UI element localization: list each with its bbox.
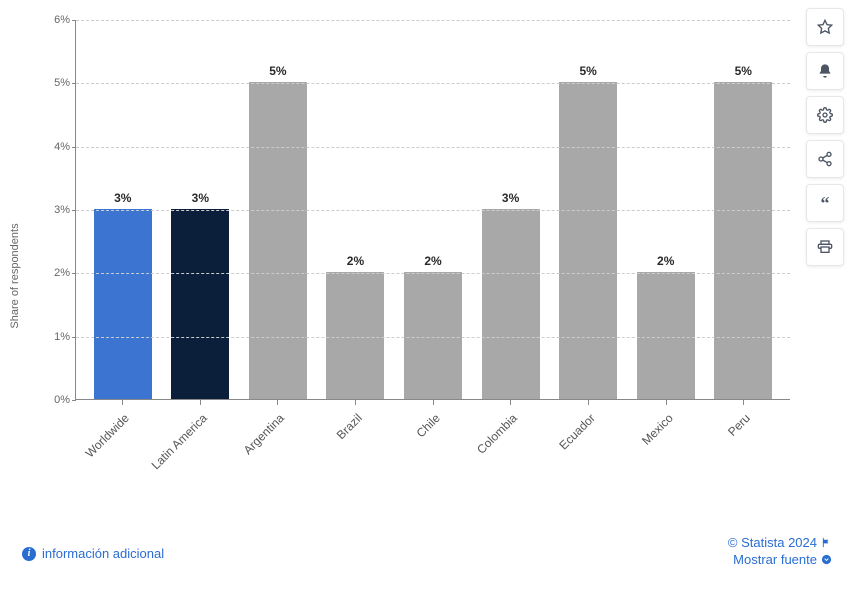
x-tick-mark bbox=[200, 400, 201, 405]
bell-icon bbox=[817, 63, 833, 79]
bar-value-label: 3% bbox=[192, 191, 209, 205]
bar-value-label: 3% bbox=[114, 191, 131, 205]
y-tick-label: 1% bbox=[38, 331, 70, 343]
gridline bbox=[76, 337, 790, 338]
x-tick-mark bbox=[122, 400, 123, 405]
show-source-link[interactable]: Mostrar fuente bbox=[728, 552, 832, 567]
quote-icon: “ bbox=[821, 194, 830, 212]
cite-button[interactable]: “ bbox=[806, 184, 844, 222]
additional-info-link[interactable]: i información adicional bbox=[22, 546, 164, 561]
x-axis-label: Latin America bbox=[161, 405, 239, 495]
gridline bbox=[76, 273, 790, 274]
plot-area: 3%3%5%2%2%3%5%2%5% 0%1%2%3%4%5%6% bbox=[75, 20, 790, 400]
star-icon bbox=[817, 19, 833, 35]
y-tick-mark bbox=[72, 210, 76, 211]
y-tick-label: 5% bbox=[38, 77, 70, 89]
chart-container: Share of respondents 3%3%5%2%2%3%5%2%5% … bbox=[20, 10, 800, 530]
notify-button[interactable] bbox=[806, 52, 844, 90]
gridline bbox=[76, 83, 790, 84]
y-tick-label: 6% bbox=[38, 14, 70, 26]
chevron-down-icon bbox=[821, 554, 832, 565]
flag-icon bbox=[821, 537, 832, 548]
bar-value-label: 2% bbox=[657, 254, 674, 268]
share-button[interactable] bbox=[806, 140, 844, 178]
bar-value-label: 5% bbox=[269, 64, 286, 78]
y-tick-mark bbox=[72, 83, 76, 84]
y-tick-label: 4% bbox=[38, 141, 70, 153]
y-tick-label: 0% bbox=[38, 394, 70, 406]
bar[interactable] bbox=[94, 209, 152, 399]
attribution-line[interactable]: © Statista 2024 bbox=[728, 535, 832, 550]
x-axis-label: Ecuador bbox=[549, 405, 627, 495]
bar[interactable] bbox=[714, 82, 772, 399]
bar[interactable] bbox=[249, 82, 307, 399]
favorite-button[interactable] bbox=[806, 8, 844, 46]
y-tick-mark bbox=[72, 400, 76, 401]
x-tick-mark bbox=[588, 400, 589, 405]
bar-value-label: 5% bbox=[579, 64, 596, 78]
y-tick-mark bbox=[72, 147, 76, 148]
bar-value-label: 3% bbox=[502, 191, 519, 205]
bar[interactable] bbox=[559, 82, 617, 399]
bar-value-label: 2% bbox=[424, 254, 441, 268]
footer-attribution: © Statista 2024 Mostrar fuente bbox=[728, 533, 832, 567]
y-tick-mark bbox=[72, 20, 76, 21]
bar-value-label: 5% bbox=[735, 64, 752, 78]
y-tick-mark bbox=[72, 273, 76, 274]
print-button[interactable] bbox=[806, 228, 844, 266]
attribution-text: © Statista 2024 bbox=[728, 535, 817, 550]
additional-info-label: información adicional bbox=[42, 546, 164, 561]
x-tick-mark bbox=[433, 400, 434, 405]
bar-value-label: 2% bbox=[347, 254, 364, 268]
x-axis-label: Colombia bbox=[471, 405, 549, 495]
y-tick-mark bbox=[72, 337, 76, 338]
x-tick-mark bbox=[666, 400, 667, 405]
gridline bbox=[76, 20, 790, 21]
x-tick-mark bbox=[743, 400, 744, 405]
show-source-label: Mostrar fuente bbox=[733, 552, 817, 567]
x-tick-mark bbox=[355, 400, 356, 405]
info-icon: i bbox=[22, 547, 36, 561]
print-icon bbox=[817, 239, 833, 255]
y-tick-label: 2% bbox=[38, 267, 70, 279]
gridline bbox=[76, 210, 790, 211]
bar[interactable] bbox=[482, 209, 540, 399]
x-axis-label: Brazil bbox=[316, 405, 394, 495]
x-axis-labels: WorldwideLatin AmericaArgentinaBrazilChi… bbox=[75, 405, 790, 495]
x-axis-label: Mexico bbox=[627, 405, 705, 495]
x-axis-label: Peru bbox=[704, 405, 782, 495]
settings-button[interactable] bbox=[806, 96, 844, 134]
toolbar: “ bbox=[806, 8, 844, 266]
share-icon bbox=[817, 151, 833, 167]
gear-icon bbox=[817, 107, 833, 123]
gridline bbox=[76, 147, 790, 148]
bar[interactable] bbox=[171, 209, 229, 399]
x-axis-label: Worldwide bbox=[83, 405, 161, 495]
y-axis-label: Share of respondents bbox=[9, 223, 21, 328]
x-axis-label: Chile bbox=[394, 405, 472, 495]
x-tick-mark bbox=[510, 400, 511, 405]
y-tick-label: 3% bbox=[38, 204, 70, 216]
x-tick-mark bbox=[277, 400, 278, 405]
x-axis-label: Argentina bbox=[238, 405, 316, 495]
